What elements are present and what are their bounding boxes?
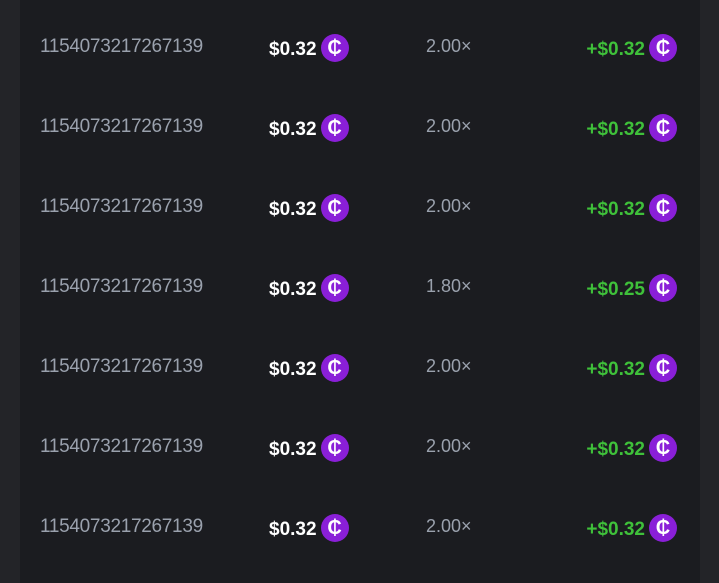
bet-id[interactable]: 1154073217267139 bbox=[40, 36, 203, 57]
coin-icon: ₵ bbox=[649, 354, 677, 382]
bet-row[interactable]: 1154073217267139 $0.32 ₵ 2.00× +$0.32 ₵ bbox=[20, 187, 700, 227]
payout-value: +$0.32 bbox=[586, 439, 645, 461]
bet-id[interactable]: 1154073217267139 bbox=[40, 196, 203, 217]
bet-amount-value: $0.32 bbox=[269, 439, 317, 461]
bet-amount: $0.32 ₵ bbox=[269, 34, 349, 64]
bet-amount-value: $0.32 bbox=[269, 199, 317, 221]
multiplier: 2.00× bbox=[426, 196, 472, 216]
coin-icon: ₵ bbox=[320, 34, 349, 62]
bet-row[interactable]: 1154073217267139 $0.32 ₵ 2.00× +$0.32 ₵ bbox=[20, 347, 700, 387]
multiplier: 2.00× bbox=[426, 36, 472, 56]
multiplier: 1.80× bbox=[426, 276, 472, 296]
bet-amount-value: $0.32 bbox=[269, 279, 317, 301]
payout: +$0.32 ₵ bbox=[586, 34, 677, 64]
payout-value: +$0.25 bbox=[586, 279, 645, 301]
coin-icon: ₵ bbox=[320, 514, 349, 542]
coin-icon: ₵ bbox=[320, 434, 349, 462]
multiplier: 2.00× bbox=[426, 116, 472, 136]
payout-value: +$0.32 bbox=[586, 199, 645, 221]
bet-amount-value: $0.32 bbox=[269, 119, 317, 141]
bet-id[interactable]: 1154073217267139 bbox=[40, 436, 203, 457]
coin-icon: ₵ bbox=[649, 114, 677, 142]
multiplier: 2.00× bbox=[426, 516, 472, 536]
coin-icon: ₵ bbox=[649, 514, 677, 542]
payout-value: +$0.32 bbox=[586, 39, 645, 61]
payout: +$0.32 ₵ bbox=[586, 434, 677, 464]
coin-icon: ₵ bbox=[649, 434, 677, 462]
coin-icon: ₵ bbox=[649, 194, 677, 222]
bet-row[interactable]: 1154073217267139 $0.32 ₵ 2.00× +$0.32 ₵ bbox=[20, 27, 700, 67]
bet-amount: $0.32 ₵ bbox=[269, 354, 349, 384]
payout: +$0.25 ₵ bbox=[586, 274, 677, 304]
payout-value: +$0.32 bbox=[586, 119, 645, 141]
payout-value: +$0.32 bbox=[586, 359, 645, 381]
bet-row[interactable]: 1154073217267139 $0.32 ₵ 2.00× +$0.32 ₵ bbox=[20, 507, 700, 547]
coin-icon: ₵ bbox=[320, 354, 349, 382]
coin-icon: ₵ bbox=[320, 114, 349, 142]
bet-amount: $0.32 ₵ bbox=[269, 114, 349, 144]
bet-id[interactable]: 1154073217267139 bbox=[40, 116, 203, 137]
payout: +$0.32 ₵ bbox=[586, 114, 677, 144]
multiplier: 2.00× bbox=[426, 356, 472, 376]
payout: +$0.32 ₵ bbox=[586, 514, 677, 544]
bet-amount: $0.32 ₵ bbox=[269, 434, 349, 464]
payout: +$0.32 ₵ bbox=[586, 194, 677, 224]
payout: +$0.32 ₵ bbox=[586, 354, 677, 384]
bets-table: 1154073217267139 $0.32 ₵ 2.00× +$0.32 ₵ 11… bbox=[20, 0, 700, 583]
bet-id[interactable]: 1154073217267139 bbox=[40, 276, 203, 297]
bet-amount: $0.32 ₵ bbox=[269, 274, 349, 304]
bet-id[interactable]: 1154073217267139 bbox=[40, 516, 203, 537]
bet-amount: $0.32 ₵ bbox=[269, 194, 349, 224]
bet-row[interactable]: 1154073217267139 $0.32 ₵ 2.00× +$0.32 ₵ bbox=[20, 107, 700, 147]
multiplier: 2.00× bbox=[426, 436, 472, 456]
bet-row[interactable]: 1154073217267139 $0.32 ₵ 2.00× +$0.32 ₵ bbox=[20, 427, 700, 467]
payout-value: +$0.32 bbox=[586, 519, 645, 541]
bet-amount-value: $0.32 bbox=[269, 39, 317, 61]
bet-amount: $0.32 ₵ bbox=[269, 514, 349, 544]
coin-icon: ₵ bbox=[320, 194, 349, 222]
bet-amount-value: $0.32 bbox=[269, 359, 317, 381]
bet-row[interactable]: 1154073217267139 $0.32 ₵ 1.80× +$0.25 ₵ bbox=[20, 267, 700, 307]
coin-icon: ₵ bbox=[649, 34, 677, 62]
coin-icon: ₵ bbox=[320, 274, 349, 302]
bet-amount-value: $0.32 bbox=[269, 519, 317, 541]
bet-id[interactable]: 1154073217267139 bbox=[40, 356, 203, 377]
coin-icon: ₵ bbox=[649, 274, 677, 302]
